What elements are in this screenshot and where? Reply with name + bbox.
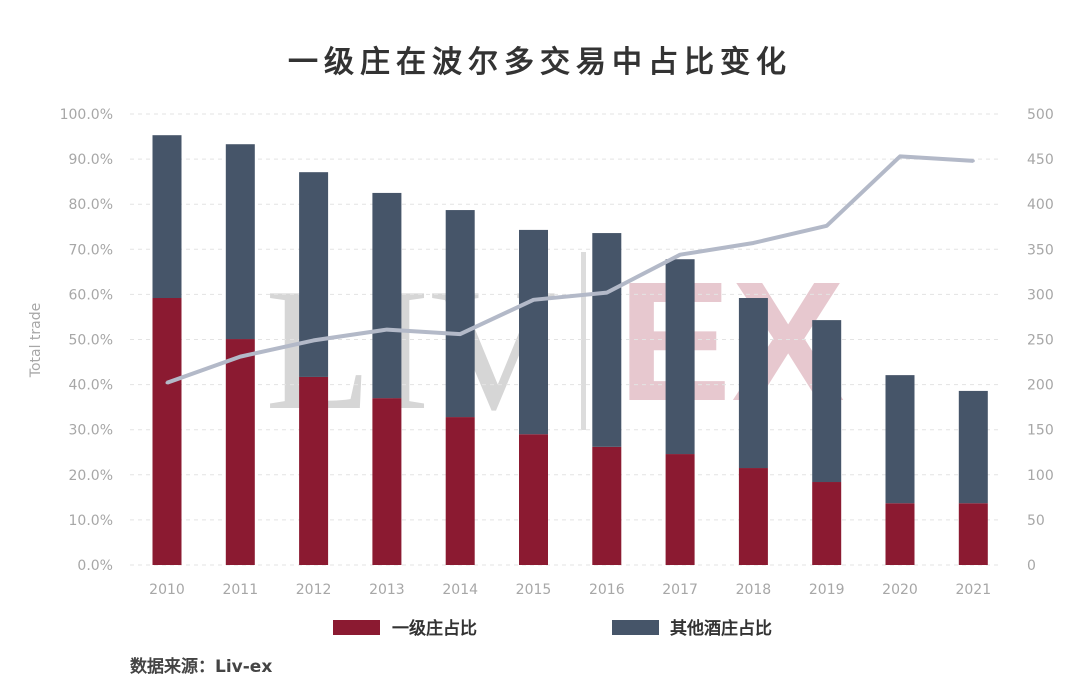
y-tick-label: 80.0% bbox=[69, 197, 113, 213]
y2-tick-label: 400 bbox=[1027, 197, 1054, 213]
bar-others bbox=[372, 192, 402, 399]
y2-tick-label: 50 bbox=[1027, 513, 1045, 529]
y-tick-label: 30.0% bbox=[69, 423, 113, 439]
bar-first-growth bbox=[885, 503, 915, 565]
source-note: 数据来源：Liv-ex bbox=[130, 656, 272, 677]
y2-tick-label: 450 bbox=[1027, 152, 1054, 168]
watermark-ex: EX bbox=[618, 247, 845, 437]
bar-others bbox=[738, 298, 768, 469]
bar-others bbox=[665, 259, 695, 455]
bar-first-growth bbox=[812, 482, 842, 565]
bar-first-growth bbox=[738, 468, 768, 565]
watermark-divider bbox=[581, 252, 586, 430]
bar-first-growth bbox=[372, 398, 402, 565]
y2-tick-label: 500 bbox=[1027, 107, 1054, 123]
line-point bbox=[678, 253, 682, 257]
y-tick-label: 90.0% bbox=[69, 152, 113, 168]
line-point bbox=[532, 298, 535, 302]
x-tick-label: 2017 bbox=[662, 582, 698, 598]
y-tick-label: 10.0% bbox=[69, 513, 113, 529]
bar-first-growth bbox=[225, 339, 255, 565]
y-tick-label: 20.0% bbox=[69, 468, 113, 484]
legend-label-first-growth: 一级庄占比 bbox=[392, 618, 477, 639]
line-point bbox=[971, 159, 975, 163]
bar-first-growth bbox=[299, 376, 329, 565]
chart-title: 一级庄在波尔多交易中占比变化 bbox=[288, 45, 792, 80]
legend-label-others: 其他酒庄占比 bbox=[670, 618, 772, 639]
bar-first-growth bbox=[519, 434, 548, 565]
x-tick-label: 2019 bbox=[809, 582, 845, 598]
y2-tick-label: 150 bbox=[1027, 423, 1054, 439]
bar-others bbox=[225, 144, 255, 340]
line-point bbox=[751, 241, 755, 245]
bar-first-growth bbox=[592, 446, 622, 565]
y-tick-label: 0.0% bbox=[77, 558, 113, 574]
x-tick-label: 2018 bbox=[736, 582, 772, 598]
bar-others bbox=[958, 390, 988, 504]
x-tick-label: 2013 bbox=[369, 582, 405, 598]
y-tick-label: 100.0% bbox=[60, 107, 113, 123]
line-point bbox=[312, 338, 316, 342]
y2-tick-label: 350 bbox=[1027, 242, 1054, 258]
bar-first-growth bbox=[958, 503, 988, 565]
line-point bbox=[825, 224, 829, 228]
line-point bbox=[385, 328, 389, 332]
y2-tick-label: 300 bbox=[1027, 287, 1054, 303]
line-point bbox=[605, 291, 609, 295]
bar-first-growth bbox=[152, 298, 182, 565]
line-total-trade bbox=[166, 154, 974, 385]
x-tick-label: 2016 bbox=[589, 582, 625, 598]
x-tick-label: 2010 bbox=[149, 582, 185, 598]
legend-swatch-first-growth bbox=[333, 620, 380, 635]
x-tick-label: 2012 bbox=[296, 582, 332, 598]
bar-others bbox=[152, 135, 182, 299]
y-tick-label: 60.0% bbox=[69, 287, 113, 303]
bar-others bbox=[299, 172, 329, 377]
line-point bbox=[238, 355, 242, 359]
bar-first-growth bbox=[445, 417, 475, 565]
y2-tick-label: 100 bbox=[1027, 468, 1054, 484]
line-point bbox=[458, 332, 462, 336]
bar-others bbox=[885, 375, 915, 504]
x-tick-label: 2021 bbox=[955, 582, 991, 598]
y2-tick-label: 0 bbox=[1027, 558, 1036, 574]
y-tick-label: 40.0% bbox=[69, 378, 113, 394]
x-tick-label: 2014 bbox=[442, 582, 478, 598]
y2-tick-label: 200 bbox=[1027, 378, 1054, 394]
legend-swatch-others bbox=[612, 620, 659, 635]
bar-others bbox=[592, 233, 622, 447]
y2-tick-label: 250 bbox=[1027, 333, 1054, 349]
bar-others bbox=[812, 320, 842, 483]
bar-others bbox=[445, 210, 475, 418]
y-tick-label: 70.0% bbox=[69, 242, 113, 258]
line-point bbox=[165, 381, 169, 385]
y-tick-label: 50.0% bbox=[69, 333, 113, 349]
bar-first-growth bbox=[665, 454, 695, 565]
x-tick-label: 2015 bbox=[516, 582, 552, 598]
line-point bbox=[898, 154, 902, 158]
y-axis-label: Total trade bbox=[28, 303, 44, 378]
x-tick-label: 2011 bbox=[222, 582, 258, 598]
bar-others bbox=[519, 229, 548, 435]
x-tick-label: 2020 bbox=[882, 582, 918, 598]
